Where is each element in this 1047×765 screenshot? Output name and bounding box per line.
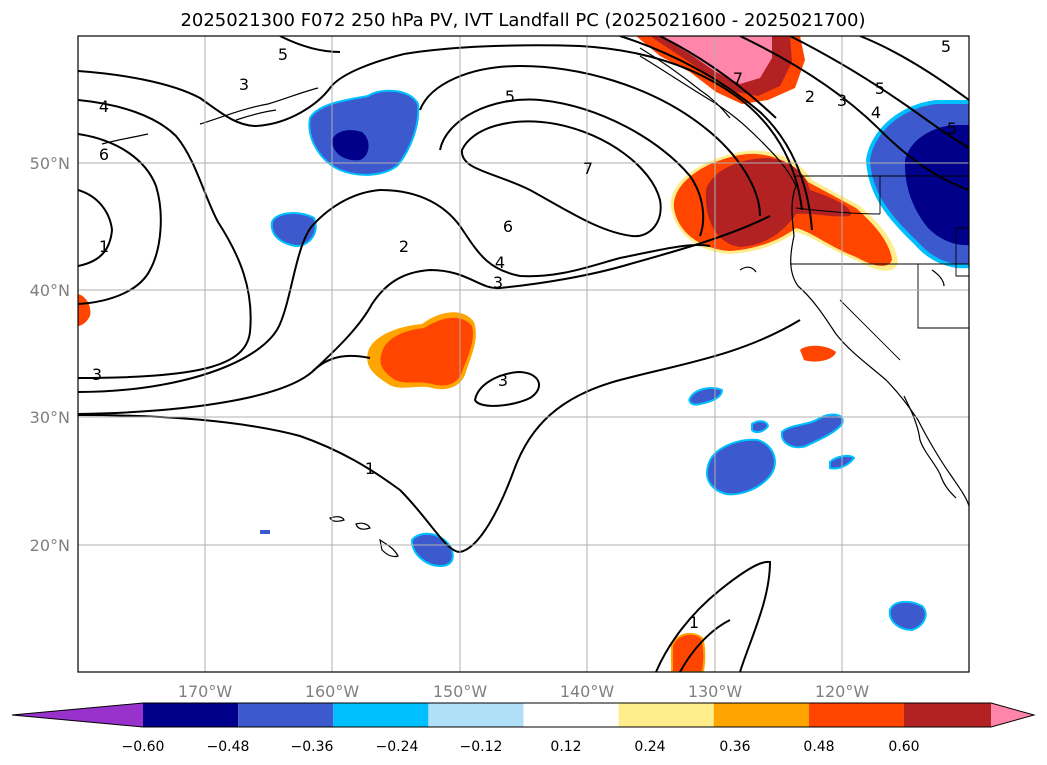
colorbar-swatch: [713, 703, 809, 727]
contour-label: 3: [837, 91, 847, 110]
colorbar-swatches: [12, 703, 1034, 727]
shade-negative-ne-core: [904, 125, 969, 246]
colorbar-label: −0.60: [122, 739, 165, 755]
contour-label: 5: [947, 119, 957, 138]
contour-label: 7: [733, 69, 743, 88]
contour-labels: 5 3 4 6 7 1 2 5 3 6 7 2 4 3 3 1 1 1 2 3 …: [92, 37, 957, 632]
colorbar-swatch: [904, 703, 991, 727]
contour-label: 6: [99, 145, 109, 164]
figure-title: 2025021300 F072 250 hPa PV, IVT Landfall…: [180, 10, 865, 31]
shade-positive-central-dark: [705, 158, 851, 247]
colorbar-frame: [11, 702, 1036, 728]
colorbar-swatch: [238, 703, 334, 727]
shade-negative-south: [410, 532, 454, 568]
colorbar-label: 0.24: [634, 739, 665, 755]
contour-label: 4: [99, 97, 109, 116]
shade-negative-se-4: [751, 420, 770, 434]
contour-label: 5: [941, 37, 951, 56]
lon-tick-label: 170°W: [178, 682, 233, 701]
shade-positive-mid-core: [380, 317, 473, 386]
lat-tick-label: 40°N: [30, 281, 70, 300]
colorbar-label: 0.48: [803, 739, 834, 755]
lon-tick-label: 140°W: [560, 682, 615, 701]
shade-positive-coastal: [800, 345, 836, 362]
shade-negative-tiny: [260, 530, 270, 534]
lon-tick-label: 130°W: [688, 682, 743, 701]
contour-label: 5: [505, 87, 515, 106]
coastlines: [101, 47, 969, 558]
colorbar-labels: −0.60 −0.48 −0.36 −0.24 −0.12 0.12 0.24 …: [122, 739, 920, 755]
colorbar: −0.60 −0.48 −0.36 −0.24 −0.12 0.12 0.24 …: [11, 702, 1036, 755]
map-background: [78, 36, 969, 672]
shade-negative-nw-core: [332, 130, 369, 161]
shade-negative-nw: [308, 89, 420, 176]
lat-tick-label: 20°N: [30, 536, 70, 555]
gridlines: [78, 36, 969, 672]
colorbar-label: −0.36: [291, 739, 334, 755]
colorbar-label: −0.12: [460, 739, 503, 755]
lat-tick-label: 50°N: [30, 154, 70, 173]
contour-label: 2: [805, 87, 815, 106]
contour-label: 3: [92, 365, 102, 384]
contour-label: 3: [239, 75, 249, 94]
shaded-fields: [78, 36, 969, 672]
contour-label: 4: [871, 103, 881, 122]
colorbar-swatch: [808, 703, 904, 727]
colorbar-swatch: [991, 703, 1034, 727]
shade-positive-ne-core: [660, 36, 772, 84]
contour-label: 5: [278, 45, 288, 64]
map-frame: [77, 35, 970, 673]
contour-label: 6: [503, 217, 513, 236]
lon-tick-label: 150°W: [433, 682, 488, 701]
contour-label: 5: [875, 79, 885, 98]
colorbar-swatch: [143, 703, 239, 727]
lat-tick-label: 30°N: [30, 408, 70, 427]
colorbar-label: 0.12: [550, 739, 581, 755]
colorbar-label: 0.36: [719, 739, 750, 755]
shade-positive-south: [671, 632, 706, 672]
colorbar-label: 0.60: [888, 739, 919, 755]
colorbar-swatch: [523, 703, 619, 727]
colorbar-label: −0.48: [207, 739, 250, 755]
colorbar-swatch: [428, 703, 524, 727]
map-area: 5 3 4 6 7 1 2 5 3 6 7 2 4 3 3 1 1 1 2 3 …: [78, 36, 969, 672]
contour-label: 1: [365, 459, 375, 478]
lon-tick-labels: 170°W 160°W 150°W 140°W 130°W 120°W: [178, 682, 870, 701]
lat-tick-labels: 50°N 40°N 30°N 20°N: [30, 154, 70, 555]
colorbar-swatch: [333, 703, 429, 727]
contour-label: 7: [583, 159, 593, 178]
contour-label: 2: [399, 237, 409, 256]
contour-label: 1: [99, 237, 109, 256]
colorbar-label: −0.24: [376, 739, 419, 755]
political-borders: [790, 175, 969, 361]
colorbar-swatch: [12, 703, 143, 727]
lon-tick-label: 120°W: [815, 682, 870, 701]
colorbar-swatch: [618, 703, 714, 727]
contour-label: 3: [493, 273, 503, 292]
shade-positive-west: [78, 294, 91, 326]
lon-tick-label: 160°W: [305, 682, 360, 701]
contour-label: 1: [689, 613, 699, 632]
shade-negative-se-1: [706, 438, 776, 496]
contour-label: 3: [498, 371, 508, 390]
contour-label: 4: [495, 253, 505, 272]
shade-negative-far-se: [888, 600, 927, 632]
